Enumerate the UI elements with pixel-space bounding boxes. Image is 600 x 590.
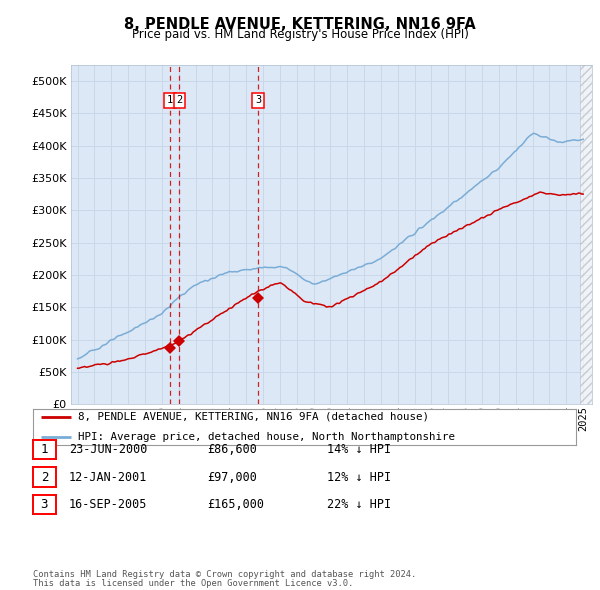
Text: 16-SEP-2005: 16-SEP-2005 <box>69 498 148 512</box>
Text: 23-JUN-2000: 23-JUN-2000 <box>69 442 148 456</box>
Text: Contains HM Land Registry data © Crown copyright and database right 2024.: Contains HM Land Registry data © Crown c… <box>33 570 416 579</box>
Text: 22% ↓ HPI: 22% ↓ HPI <box>327 498 391 512</box>
Text: 3: 3 <box>41 498 48 512</box>
Text: 2: 2 <box>176 96 182 106</box>
Text: £97,000: £97,000 <box>207 470 257 484</box>
Text: 2: 2 <box>41 470 48 484</box>
Text: £165,000: £165,000 <box>207 498 264 512</box>
Text: Price paid vs. HM Land Registry's House Price Index (HPI): Price paid vs. HM Land Registry's House … <box>131 28 469 41</box>
Text: 8, PENDLE AVENUE, KETTERING, NN16 9FA (detached house): 8, PENDLE AVENUE, KETTERING, NN16 9FA (d… <box>77 412 428 422</box>
Text: 8, PENDLE AVENUE, KETTERING, NN16 9FA: 8, PENDLE AVENUE, KETTERING, NN16 9FA <box>124 17 476 31</box>
Text: 12-JAN-2001: 12-JAN-2001 <box>69 470 148 484</box>
Text: £86,600: £86,600 <box>207 442 257 456</box>
Bar <box>580 65 592 404</box>
Text: HPI: Average price, detached house, North Northamptonshire: HPI: Average price, detached house, Nort… <box>77 432 455 442</box>
Text: 14% ↓ HPI: 14% ↓ HPI <box>327 442 391 456</box>
Text: 3: 3 <box>255 96 261 106</box>
Text: 1: 1 <box>167 96 173 106</box>
Text: This data is licensed under the Open Government Licence v3.0.: This data is licensed under the Open Gov… <box>33 579 353 588</box>
Text: 12% ↓ HPI: 12% ↓ HPI <box>327 470 391 484</box>
Text: 1: 1 <box>41 442 48 456</box>
